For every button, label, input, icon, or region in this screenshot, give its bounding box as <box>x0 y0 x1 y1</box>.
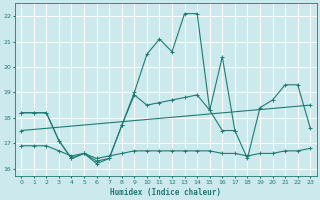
X-axis label: Humidex (Indice chaleur): Humidex (Indice chaleur) <box>110 188 221 197</box>
